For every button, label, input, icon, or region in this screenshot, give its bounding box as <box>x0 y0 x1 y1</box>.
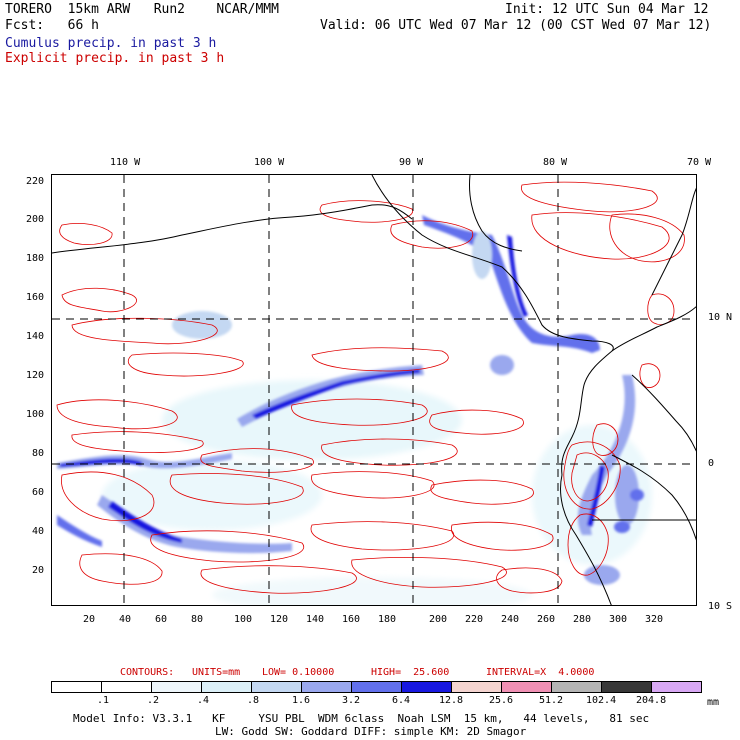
x-tick-label: 280 <box>573 614 592 625</box>
colorbar-label: 51.2 <box>539 695 564 706</box>
model-info-line: Model Info: V3.3.1 KF YSU PBL WDM 6class… <box>73 712 650 725</box>
colorbar-cell <box>101 681 152 693</box>
y-tick-label: 140 <box>26 331 45 342</box>
colorbar-cell <box>351 681 402 693</box>
x-tick-label: 60 <box>155 614 168 625</box>
x-tick-label: 300 <box>609 614 628 625</box>
lon-label-100w: 100 W <box>254 157 285 168</box>
lat-label-10n: 10 N <box>708 312 733 323</box>
precipitation-map <box>51 174 697 606</box>
x-tick-label: 80 <box>191 614 204 625</box>
y-tick-label: 180 <box>26 253 45 264</box>
colorbar-cell <box>601 681 652 693</box>
x-tick-label: 100 <box>234 614 253 625</box>
colorbar-cell <box>151 681 202 693</box>
x-tick-label: 180 <box>378 614 397 625</box>
valid-time-label: Valid: 06 UTC Wed 07 Mar 12 (00 CST Wed … <box>320 18 712 33</box>
colorbar-label: 25.6 <box>489 695 514 706</box>
light-precip-shading <box>102 380 652 605</box>
colorbar-label: 204.8 <box>636 695 667 706</box>
contours-interval: INTERVAL=X 4.0000 <box>486 667 595 678</box>
y-tick-label: 200 <box>26 214 45 225</box>
colorbar-cell <box>51 681 102 693</box>
init-time-label: Init: 12 UTC Sun 04 Mar 12 <box>505 2 709 17</box>
x-tick-label: 260 <box>537 614 556 625</box>
colorbar-cell <box>201 681 252 693</box>
contours-high: HIGH= 25.600 <box>371 667 450 678</box>
x-tick-label: 160 <box>342 614 361 625</box>
colorbar-cell <box>551 681 602 693</box>
colorbar-label: 6.4 <box>392 695 411 706</box>
colorbar-cell <box>651 681 702 693</box>
lat-label-0: 0 <box>708 458 715 469</box>
colorbar-label: 3.2 <box>342 695 361 706</box>
x-tick-label: 40 <box>119 614 132 625</box>
x-tick-label: 20 <box>83 614 96 625</box>
colorbar-label: 12.8 <box>439 695 464 706</box>
colorbar-label: .8 <box>247 695 260 706</box>
y-tick-label: 160 <box>26 292 45 303</box>
lon-label-70w: 70 W <box>687 157 712 168</box>
x-tick-label: 320 <box>645 614 664 625</box>
colorbar-label: 102.4 <box>586 695 617 706</box>
contours-label: CONTOURS: <box>120 667 175 678</box>
lat-lon-grid <box>52 175 696 605</box>
x-tick-label: 240 <box>501 614 520 625</box>
lat-label-10s: 10 S <box>708 601 733 612</box>
explicit-legend-label: Explicit precip. in past 3 h <box>5 51 225 66</box>
colorbar-label: .2 <box>147 695 160 706</box>
cumulus-legend-label: Cumulus precip. in past 3 h <box>5 36 217 51</box>
contours-low: LOW= 0.10000 <box>262 667 335 678</box>
explicit-precip-contours <box>56 181 685 594</box>
x-tick-label: 220 <box>465 614 484 625</box>
y-tick-label: 100 <box>26 409 45 420</box>
y-tick-label: 120 <box>26 370 45 381</box>
colorbar-cell <box>451 681 502 693</box>
x-tick-label: 140 <box>306 614 325 625</box>
y-tick-label: 40 <box>32 526 45 537</box>
x-tick-label: 120 <box>270 614 289 625</box>
map-canvas <box>52 175 696 605</box>
colorbar-cell <box>301 681 352 693</box>
forecast-hour-label: Fcst: 66 h <box>5 18 99 33</box>
colorbar-unit: mm <box>707 697 720 708</box>
colorbar-cell <box>251 681 302 693</box>
x-tick-label: 200 <box>429 614 448 625</box>
y-tick-label: 60 <box>32 487 45 498</box>
lon-label-90w: 90 W <box>399 157 424 168</box>
contours-units: UNITS=mm <box>192 667 241 678</box>
lon-label-80w: 80 W <box>543 157 568 168</box>
colorbar-label: 1.6 <box>292 695 311 706</box>
model-run-label: TORERO 15km ARW Run2 NCAR/MMM <box>5 2 279 17</box>
y-tick-label: 20 <box>32 565 45 576</box>
lon-label-110w: 110 W <box>110 157 141 168</box>
physics-info-line: LW: Godd SW: Goddard DIFF: simple KM: 2D… <box>215 725 527 738</box>
y-tick-label: 220 <box>26 176 45 187</box>
colorbar-label: .1 <box>97 695 110 706</box>
colorbar-cell <box>401 681 452 693</box>
colorbar-label: .4 <box>197 695 210 706</box>
y-tick-label: 80 <box>32 448 45 459</box>
colorbar-cell <box>501 681 552 693</box>
